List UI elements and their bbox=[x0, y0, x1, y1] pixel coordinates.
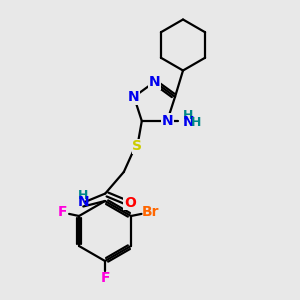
Text: Br: Br bbox=[142, 206, 159, 219]
Text: F: F bbox=[58, 206, 67, 219]
Text: S: S bbox=[132, 140, 142, 154]
Text: H: H bbox=[78, 190, 88, 202]
Text: N: N bbox=[77, 195, 89, 209]
Text: N: N bbox=[149, 75, 160, 89]
Text: N: N bbox=[128, 90, 140, 104]
Text: N: N bbox=[182, 116, 194, 130]
Text: H: H bbox=[183, 109, 194, 122]
Text: H: H bbox=[191, 116, 202, 129]
Text: F: F bbox=[100, 271, 110, 284]
Text: N: N bbox=[161, 114, 173, 128]
Text: O: O bbox=[124, 196, 136, 210]
